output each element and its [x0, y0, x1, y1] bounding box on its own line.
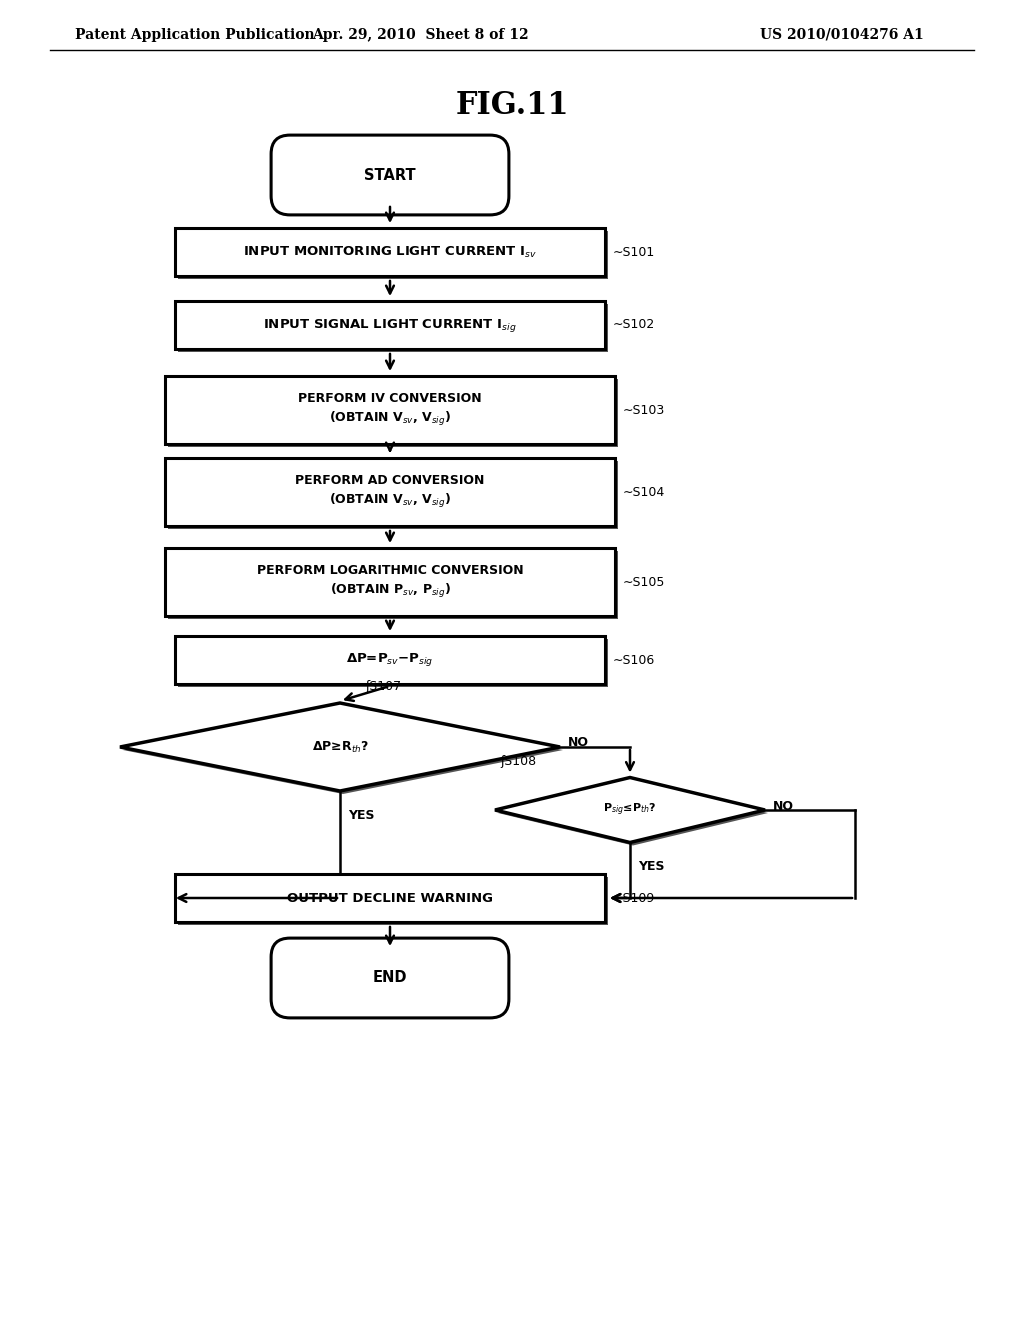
Text: NO: NO	[773, 800, 794, 813]
Text: START: START	[365, 168, 416, 182]
Polygon shape	[120, 704, 560, 791]
Text: INPUT SIGNAL LIGHT CURRENT I$_{sig}$: INPUT SIGNAL LIGHT CURRENT I$_{sig}$	[263, 317, 517, 334]
Polygon shape	[168, 550, 618, 619]
Polygon shape	[175, 301, 605, 348]
Polygon shape	[165, 458, 615, 525]
Polygon shape	[498, 780, 768, 846]
Text: ΔP≥R$_{th}$?: ΔP≥R$_{th}$?	[311, 739, 369, 755]
Text: YES: YES	[638, 861, 665, 874]
Text: ʃS108: ʃS108	[500, 755, 537, 767]
FancyBboxPatch shape	[271, 939, 509, 1018]
Polygon shape	[178, 876, 608, 925]
Text: YES: YES	[348, 809, 375, 822]
Text: ∼S104: ∼S104	[623, 486, 666, 499]
Text: ʃS107: ʃS107	[365, 680, 401, 693]
Text: OUTPUT DECLINE WARNING: OUTPUT DECLINE WARNING	[287, 891, 493, 904]
Text: P$_{sig}$≤P$_{th}$?: P$_{sig}$≤P$_{th}$?	[603, 801, 656, 818]
Text: ∼S106: ∼S106	[613, 653, 655, 667]
Text: ∼S102: ∼S102	[613, 318, 655, 331]
Text: US 2010/0104276 A1: US 2010/0104276 A1	[760, 28, 924, 42]
Polygon shape	[178, 639, 608, 686]
Polygon shape	[165, 548, 615, 616]
Polygon shape	[175, 636, 605, 684]
Polygon shape	[168, 379, 618, 447]
Text: INPUT MONITORING LIGHT CURRENT I$_{sv}$: INPUT MONITORING LIGHT CURRENT I$_{sv}$	[243, 244, 537, 260]
Polygon shape	[123, 706, 563, 795]
Polygon shape	[178, 304, 608, 352]
Text: FIG.11: FIG.11	[456, 90, 568, 120]
Text: PERFORM IV CONVERSION
(OBTAIN V$_{sv}$, V$_{sig}$): PERFORM IV CONVERSION (OBTAIN V$_{sv}$, …	[298, 392, 482, 428]
Polygon shape	[178, 231, 608, 279]
Text: END: END	[373, 970, 408, 986]
Text: ∼S105: ∼S105	[623, 576, 666, 589]
Text: PERFORM AD CONVERSION
(OBTAIN V$_{sv}$, V$_{sig}$): PERFORM AD CONVERSION (OBTAIN V$_{sv}$, …	[295, 474, 484, 510]
Polygon shape	[175, 874, 605, 921]
Text: NO: NO	[568, 737, 589, 750]
FancyBboxPatch shape	[271, 135, 509, 215]
Text: ΔP=P$_{sv}$−P$_{sig}$: ΔP=P$_{sv}$−P$_{sig}$	[346, 652, 434, 668]
Text: ∼S101: ∼S101	[613, 246, 655, 259]
Polygon shape	[495, 777, 765, 842]
Text: Apr. 29, 2010  Sheet 8 of 12: Apr. 29, 2010 Sheet 8 of 12	[311, 28, 528, 42]
Polygon shape	[175, 228, 605, 276]
Text: Patent Application Publication: Patent Application Publication	[75, 28, 314, 42]
Text: PERFORM LOGARITHMIC CONVERSION
(OBTAIN P$_{sv}$, P$_{sig}$): PERFORM LOGARITHMIC CONVERSION (OBTAIN P…	[257, 564, 523, 599]
Text: ∼S109: ∼S109	[613, 891, 655, 904]
Text: ∼S103: ∼S103	[623, 404, 666, 417]
Polygon shape	[165, 376, 615, 444]
Polygon shape	[168, 461, 618, 529]
